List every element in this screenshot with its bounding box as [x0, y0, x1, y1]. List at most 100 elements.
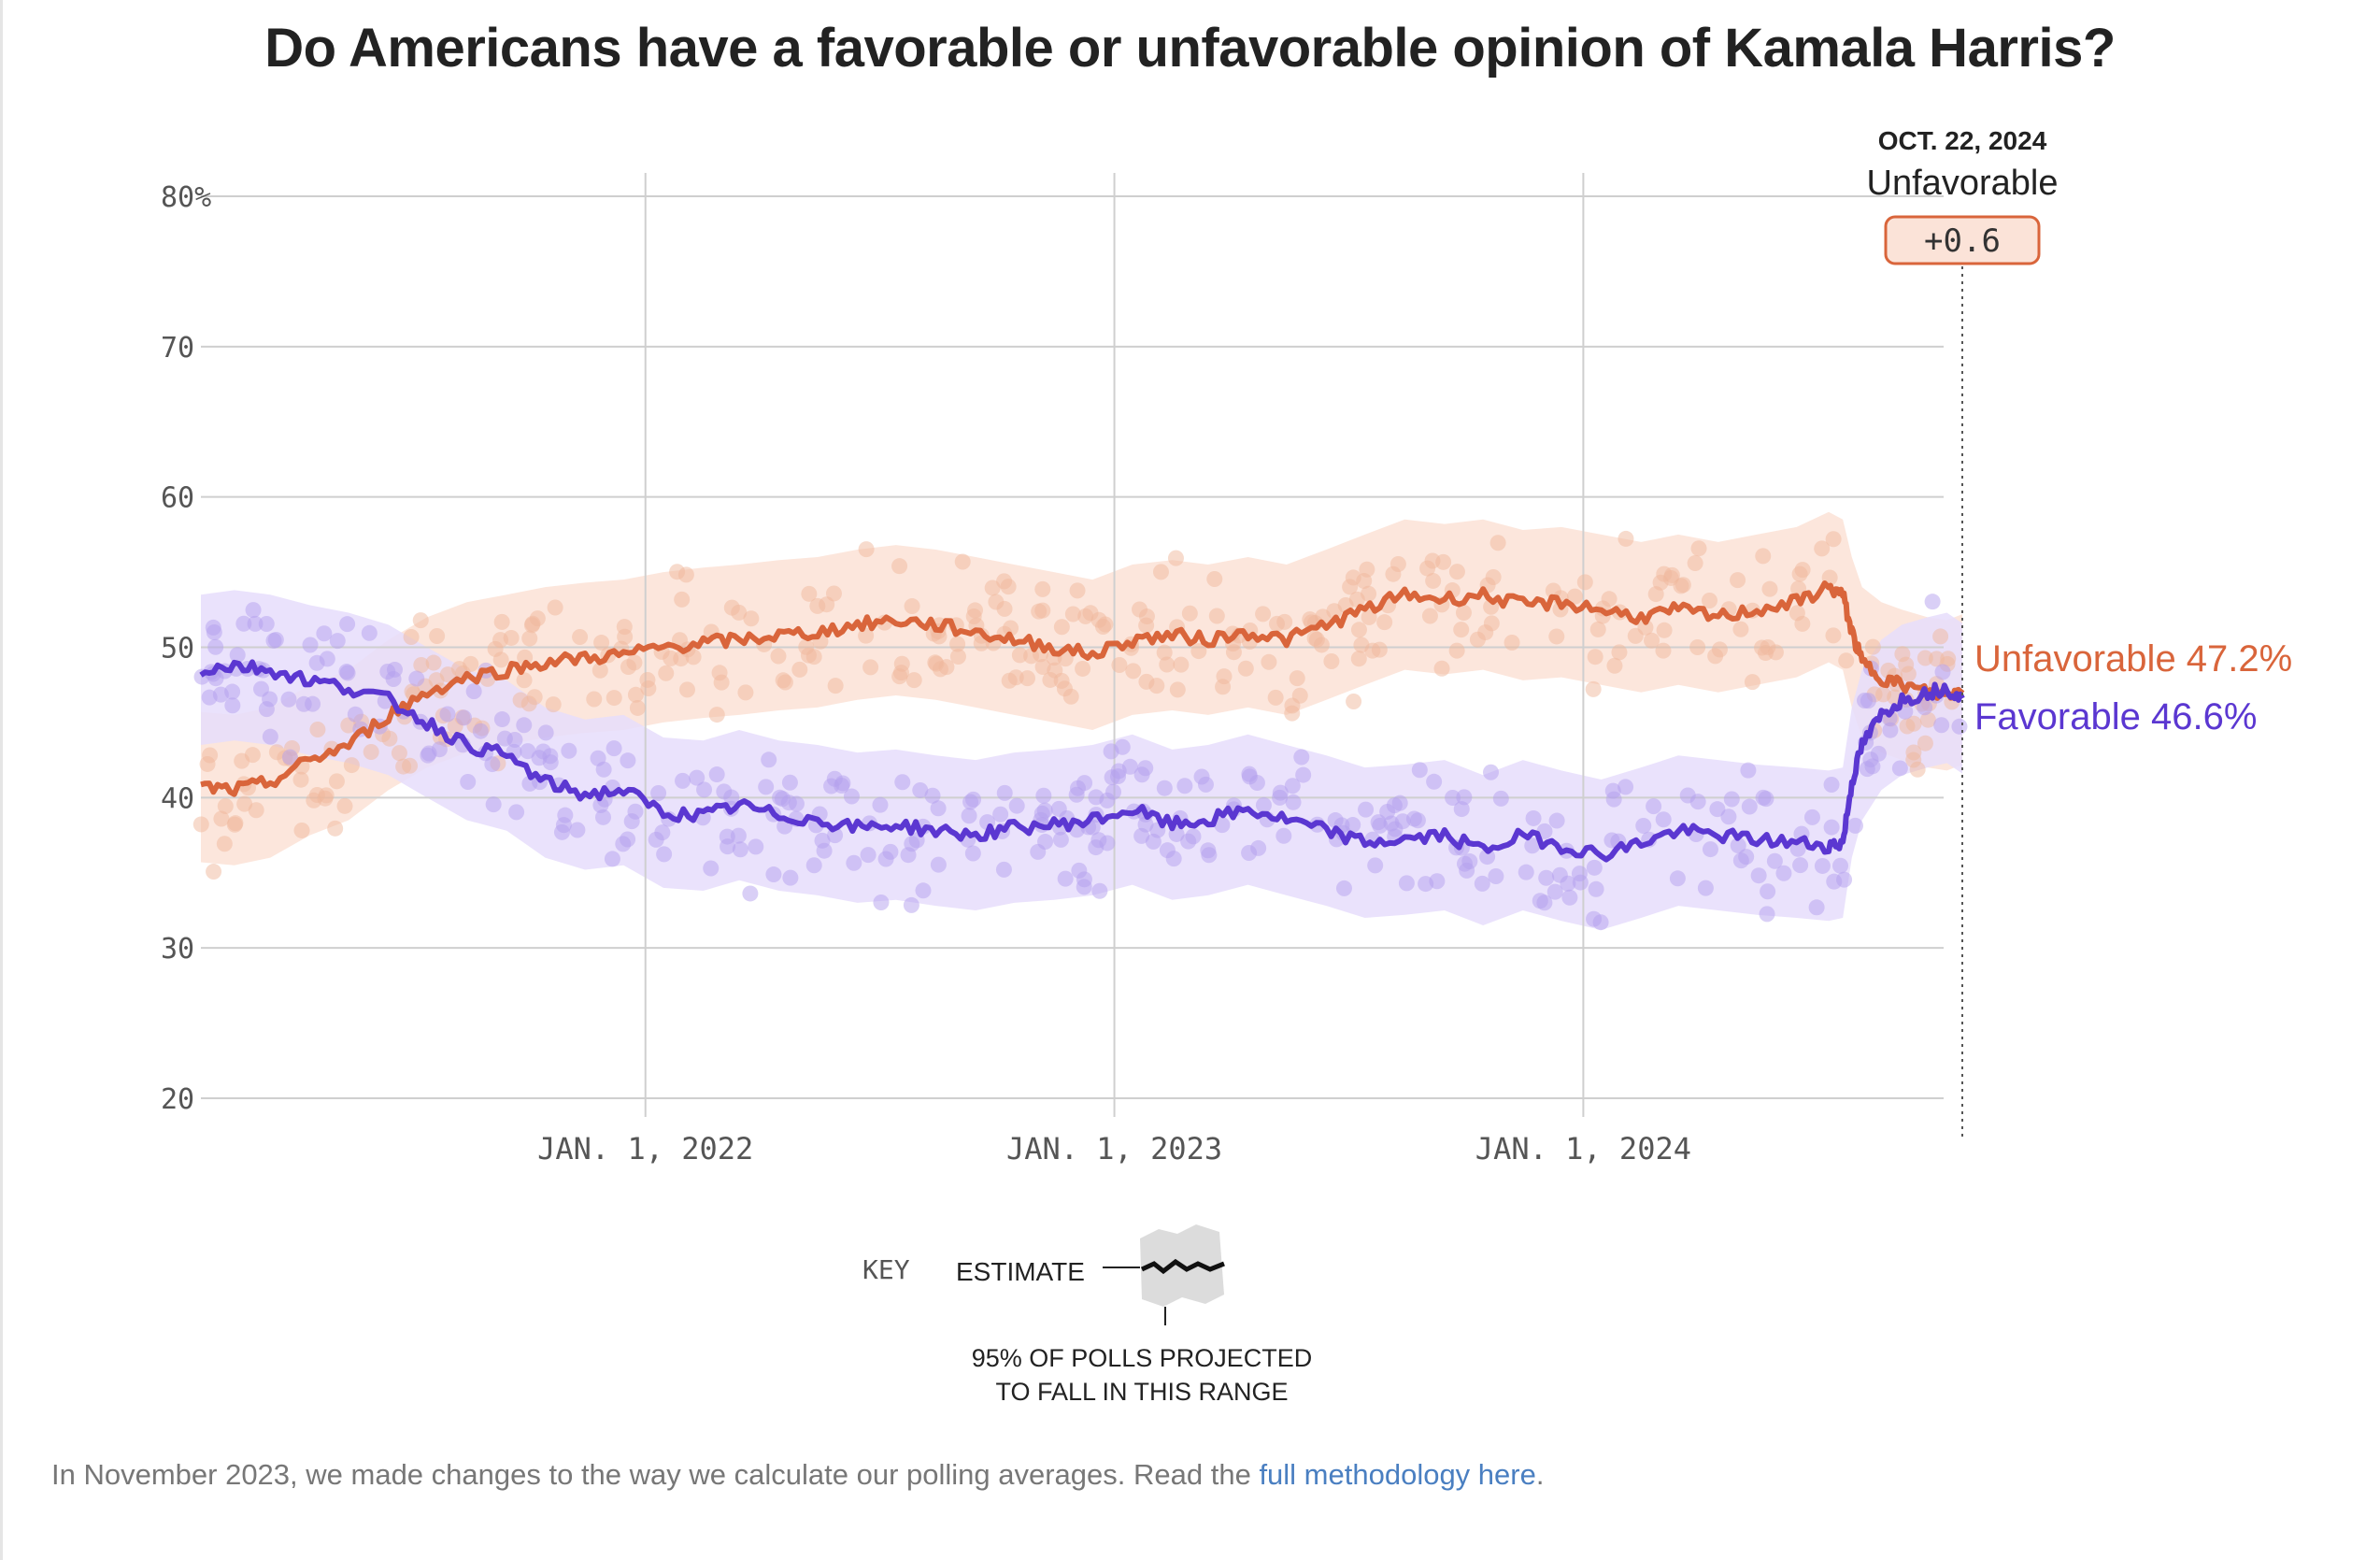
poll-dot-unfavorable — [640, 680, 657, 697]
poll-dot-unfavorable — [1732, 621, 1749, 637]
poll-dot-unfavorable — [1644, 632, 1660, 649]
poll-dot-favorable — [1050, 800, 1067, 817]
poll-dot-favorable — [1586, 859, 1603, 876]
poll-dot-unfavorable — [1825, 531, 1842, 548]
poll-dot-favorable — [316, 625, 333, 642]
poll-dot-unfavorable — [1364, 642, 1381, 659]
poll-dot-unfavorable — [1707, 648, 1724, 665]
key-range-line1: 95% OF POLLS PROJECTED — [972, 1344, 1313, 1372]
poll-dot-unfavorable — [1053, 619, 1070, 636]
poll-dot-unfavorable — [1167, 550, 1184, 566]
poll-dot-favorable — [924, 787, 941, 804]
poll-dot-favorable — [703, 860, 720, 877]
poll-dot-favorable — [765, 866, 782, 883]
marker-date: OCT. 22, 2024 — [1878, 126, 2047, 155]
poll-dot-unfavorable — [1173, 656, 1190, 673]
poll-dot-unfavorable — [1306, 630, 1323, 647]
poll-dot-unfavorable — [1548, 628, 1565, 645]
poll-dot-favorable — [1426, 773, 1443, 790]
poll-dot-favorable — [1891, 760, 1908, 777]
poll-dot-favorable — [915, 882, 932, 899]
poll-dot-favorable — [420, 745, 437, 762]
poll-dot-favorable — [1740, 762, 1757, 779]
poll-dot-unfavorable — [1701, 593, 1717, 609]
poll-dot-unfavorable — [1034, 580, 1051, 597]
poll-dot-unfavorable — [248, 802, 264, 819]
poll-dot-favorable — [1156, 780, 1173, 796]
poll-dot-unfavorable — [1138, 617, 1155, 634]
methodology-link[interactable]: full methodology here — [1259, 1458, 1536, 1491]
y-tick-label: 20 — [161, 1083, 194, 1116]
poll-dot-unfavorable — [395, 758, 412, 775]
poll-dot-favorable — [1104, 769, 1120, 786]
poll-dot-favorable — [229, 647, 246, 664]
poll-dot-unfavorable — [391, 745, 407, 762]
poll-dot-unfavorable — [363, 743, 379, 760]
poll-dot-favorable — [1137, 760, 1154, 777]
poll-dot-unfavorable — [1814, 540, 1831, 557]
poll-dot-favorable — [1035, 787, 1052, 804]
poll-dot-unfavorable — [737, 684, 754, 701]
poll-dot-favorable — [805, 857, 822, 874]
poll-dot-unfavorable — [1062, 688, 1079, 705]
poll-dot-favorable — [1429, 873, 1446, 890]
poll-dot-unfavorable — [658, 665, 675, 681]
poll-dot-unfavorable — [1900, 666, 1917, 682]
poll-dot-favorable — [1008, 797, 1025, 814]
left-border — [0, 0, 3, 1560]
poll-dot-favorable — [1255, 796, 1272, 813]
poll-dot-unfavorable — [988, 594, 1005, 610]
y-tick-label: 40 — [161, 782, 194, 815]
poll-dot-unfavorable — [1053, 672, 1070, 689]
poll-dot-unfavorable — [1448, 642, 1465, 659]
poll-dot-favorable — [1069, 780, 1086, 796]
poll-dot-favorable — [930, 856, 947, 873]
poll-dot-favorable — [650, 785, 667, 802]
poll-dot-unfavorable — [1675, 577, 1691, 594]
poll-dot-favorable — [961, 808, 977, 824]
poll-dot-unfavorable — [674, 591, 691, 608]
poll-dot-unfavorable — [217, 798, 234, 815]
poll-dot-favorable — [1030, 843, 1047, 860]
margin-badge — [1884, 215, 2041, 265]
poll-dot-unfavorable — [678, 681, 695, 698]
poll-dot-favorable — [339, 616, 356, 633]
poll-dot-unfavorable — [227, 815, 244, 832]
poll-dot-unfavorable — [673, 651, 690, 667]
poll-dot-favorable — [1689, 794, 1706, 810]
poll-dot-unfavorable — [1152, 564, 1169, 580]
poll-dot-favorable — [1750, 867, 1767, 884]
poll-dot-favorable — [903, 896, 919, 913]
end-label-favorable: Favorable 46.6% — [1974, 696, 2257, 737]
poll-dot-unfavorable — [425, 654, 442, 671]
poll-dot-favorable — [1792, 857, 1809, 874]
poll-dot-unfavorable — [1689, 638, 1706, 655]
poll-dot-favorable — [302, 637, 319, 653]
poll-dot-unfavorable — [236, 795, 253, 812]
chart-title: Do Americans have a favorable or unfavor… — [264, 18, 2116, 79]
marker-leader: Unfavorable — [1867, 164, 2059, 203]
poll-dot-favorable — [761, 751, 777, 768]
poll-dot-favorable — [508, 804, 525, 821]
poll-dot-favorable — [1592, 914, 1609, 931]
poll-dot-favorable — [782, 869, 799, 886]
poll-dot-unfavorable — [292, 771, 309, 788]
poll-dot-favorable — [1775, 865, 1792, 881]
poll-dot-favorable — [1759, 906, 1775, 923]
poll-dot-favorable — [720, 838, 736, 855]
poll-dot-unfavorable — [413, 657, 430, 674]
poll-dot-unfavorable — [1606, 657, 1623, 674]
poll-dot-unfavorable — [891, 558, 908, 575]
poll-dot-favorable — [1808, 899, 1825, 916]
poll-dot-favorable — [1934, 664, 1951, 680]
poll-dot-unfavorable — [1932, 628, 1949, 645]
poll-dot-favorable — [472, 723, 489, 739]
poll-dot-unfavorable — [1656, 622, 1673, 638]
poll-dot-favorable — [224, 683, 241, 700]
y-tick-label: 60 — [161, 482, 194, 515]
poll-dots — [192, 530, 1968, 931]
poll-dot-favorable — [1461, 853, 1478, 870]
poll-dot-favorable — [872, 796, 889, 813]
poll-dot-unfavorable — [1390, 555, 1406, 572]
poll-dot-favorable — [781, 774, 798, 791]
